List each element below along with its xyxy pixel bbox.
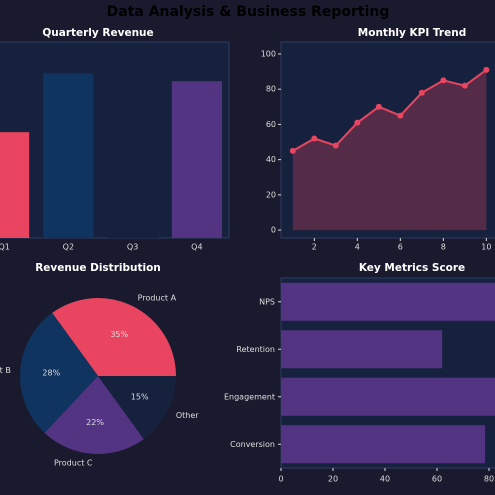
- pie-slice: [20, 312, 99, 433]
- bar: [281, 282, 495, 321]
- marker: [289, 147, 296, 154]
- pie-category-label: Other: [176, 411, 199, 420]
- y-tick-label: 40: [266, 155, 276, 164]
- y-tick-label: Engagement: [224, 392, 275, 401]
- bar: [0, 132, 30, 238]
- marker: [332, 142, 339, 149]
- chart-title: Monthly KPI Trend: [358, 27, 466, 39]
- y-tick-label: 100: [261, 49, 276, 58]
- marker: [461, 82, 468, 89]
- chart-title: Revenue Distribution: [35, 262, 161, 274]
- bar: [281, 330, 443, 369]
- bar: [281, 425, 486, 464]
- x-tick-label: Q3: [127, 243, 138, 252]
- x-tick-label: Q4: [191, 243, 202, 252]
- marker: [418, 89, 425, 96]
- x-tick-label: 40: [380, 475, 390, 484]
- x-tick-label: Q1: [0, 243, 10, 252]
- y-tick-label: 80: [266, 85, 276, 94]
- y-tick-label: NPS: [259, 297, 275, 306]
- pie-category-label: Product C: [54, 459, 93, 468]
- page-title: Data Analysis & Business Reporting: [107, 4, 390, 20]
- bar: [281, 377, 495, 416]
- line: [292, 69, 487, 152]
- y-tick-label: 0: [271, 226, 276, 235]
- pie-category-label: Product B: [0, 366, 11, 375]
- pie-value-label: 22%: [86, 418, 104, 427]
- pie-slice: [52, 298, 176, 376]
- x-tick-label: 60: [432, 475, 442, 484]
- pie-value-label: 35%: [110, 330, 128, 339]
- plot-area: [280, 41, 495, 239]
- bar: [171, 81, 222, 238]
- bar: [43, 73, 94, 238]
- marker: [354, 119, 361, 126]
- x-tick-label: 0: [278, 475, 283, 484]
- y-tick-label: 20: [266, 190, 276, 199]
- area: [292, 69, 487, 231]
- y-tick-label: 60: [266, 120, 276, 129]
- chart-title: Key Metrics Score: [359, 262, 465, 274]
- marker: [375, 103, 382, 110]
- pie-value-label: 15%: [131, 393, 149, 402]
- x-tick-label: 4: [355, 243, 360, 252]
- x-tick-label: Q2: [63, 243, 74, 252]
- y-tick-label: Conversion: [230, 440, 275, 449]
- pie-slice: [98, 376, 176, 440]
- marker: [311, 135, 318, 142]
- x-tick-label: 10: [481, 243, 491, 252]
- marker: [397, 112, 404, 119]
- marker: [440, 77, 447, 84]
- x-tick-label: 8: [441, 243, 446, 252]
- y-tick-label: Retention: [236, 345, 275, 354]
- x-tick-label: 80: [484, 475, 494, 484]
- pie-value-label: 28%: [42, 369, 60, 378]
- bar: [107, 100, 158, 238]
- x-tick-label: 2: [312, 243, 317, 252]
- marker: [483, 66, 490, 73]
- pie-slice: [44, 376, 144, 454]
- x-tick-label: 20: [328, 475, 338, 484]
- x-tick-label: 6: [398, 243, 403, 252]
- pie-category-label: Product A: [138, 294, 177, 303]
- chart-title: Quarterly Revenue: [42, 27, 153, 39]
